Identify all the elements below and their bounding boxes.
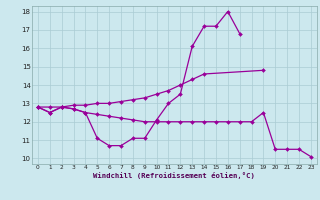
X-axis label: Windchill (Refroidissement éolien,°C): Windchill (Refroidissement éolien,°C) xyxy=(93,172,255,179)
